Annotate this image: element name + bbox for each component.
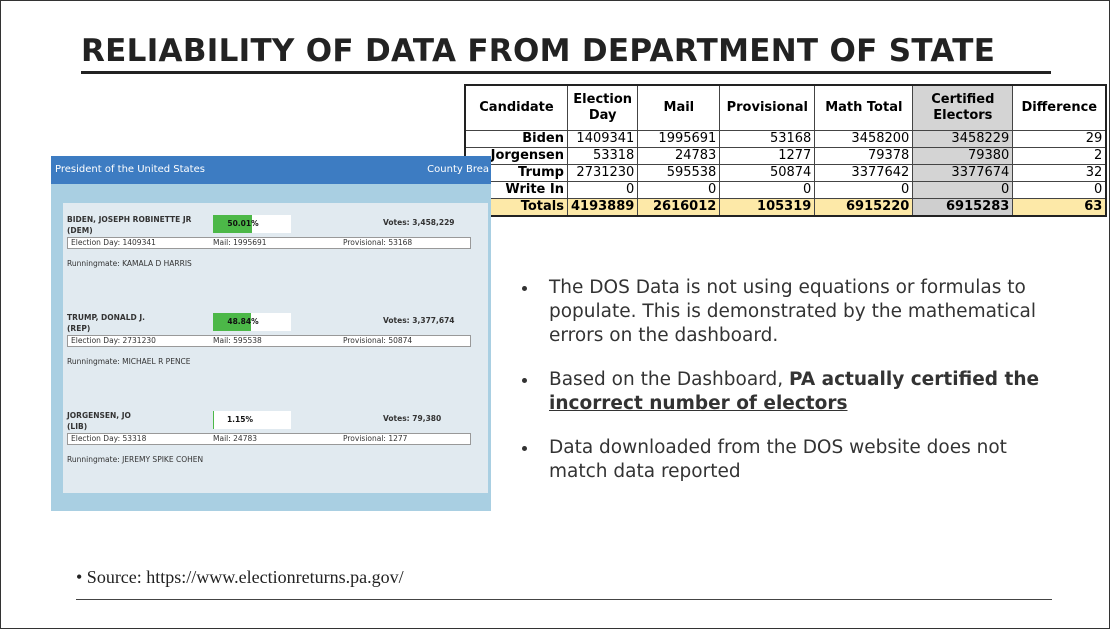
slide-title: RELIABILITY OF DATA FROM DEPARTMENT OF S… (81, 33, 1051, 74)
cell: 29 (1013, 131, 1107, 148)
percent-bar-track: 50.01% (213, 215, 291, 233)
cell: 50874 (720, 165, 815, 182)
cell: 3458229 (913, 131, 1013, 148)
percent-label: 50.01% (213, 219, 273, 228)
provisional: Provisional: 1277 (343, 434, 407, 443)
column-header: Mail (638, 85, 720, 131)
column-header: Election Day (568, 85, 638, 131)
percent-bar-track: 1.15% (213, 411, 291, 429)
bullet-bold: PA actually certified the (789, 369, 1039, 390)
cell: 105319 (720, 199, 815, 217)
cell: 6915283 (913, 199, 1013, 217)
cell: 2616012 (638, 199, 720, 217)
provisional: Provisional: 53168 (343, 238, 412, 247)
cell: 595538 (638, 165, 720, 182)
bullet: Data downloaded from the DOS website doe… (539, 436, 1051, 484)
cell: 0 (1013, 182, 1107, 199)
screenshot-header: President of the United States County Br… (51, 156, 491, 184)
column-header: Provisional (720, 85, 815, 131)
cell: 53168 (720, 131, 815, 148)
cell: 79378 (815, 148, 913, 165)
mail: Mail: 595538 (213, 336, 262, 345)
election-day: Election Day: 1409341 (71, 238, 156, 247)
cell: 1995691 (638, 131, 720, 148)
bullet-bold-underline: incorrect number of electors (549, 393, 848, 414)
cell: 0 (638, 182, 720, 199)
bullet: The DOS Data is not using equations or f… (539, 276, 1051, 348)
party: (DEM) (67, 226, 93, 235)
mail: Mail: 1995691 (213, 238, 267, 247)
slide: RELIABILITY OF DATA FROM DEPARTMENT OF S… (0, 0, 1110, 629)
cell: 32 (1013, 165, 1107, 182)
running-mate: Runningmate: JEREMY SPIKE COHEN (67, 455, 203, 464)
cell: 2 (1013, 148, 1107, 165)
mail: Mail: 24783 (213, 434, 257, 443)
party: (LIB) (67, 422, 87, 431)
candidate-name: TRUMP, DONALD J. (67, 313, 145, 322)
cell: 3377674 (913, 165, 1013, 182)
votes: Votes: 79,380 (383, 414, 441, 423)
percent-bar-track: 48.84% (213, 313, 291, 331)
candidate-name: JORGENSEN, JO (67, 411, 131, 420)
bullet: Based on the Dashboard, PA actually cert… (539, 368, 1051, 416)
divider (76, 599, 1052, 600)
percent-label: 48.84% (213, 317, 273, 326)
party: (REP) (67, 324, 90, 333)
cell: 6915220 (815, 199, 913, 217)
column-header: Certified Electors (913, 85, 1013, 131)
header-right: County Brea (427, 164, 489, 175)
results-panel: BIDEN, JOSEPH ROBINETTE JR (DEM) 50.01% Vot… (63, 203, 488, 493)
cell: 79380 (913, 148, 1013, 165)
cell: 0 (913, 182, 1013, 199)
column-header: Candidate (465, 85, 568, 131)
source: • Source: https://www.electionreturns.pa… (76, 567, 404, 588)
percent-label: 1.15% (213, 415, 253, 424)
votes: Votes: 3,458,229 (383, 218, 455, 227)
cell: 1409341 (568, 131, 638, 148)
column-header: Difference (1013, 85, 1107, 131)
cell: 0 (568, 182, 638, 199)
cell: 3377642 (815, 165, 913, 182)
election-day: Election Day: 53318 (71, 434, 146, 443)
election-day: Election Day: 2731230 (71, 336, 156, 345)
bullet-text: Based on the Dashboard, (549, 369, 789, 390)
candidate-name: BIDEN, JOSEPH ROBINETTE JR (67, 215, 191, 224)
running-mate: Runningmate: MICHAEL R PENCE (67, 357, 191, 366)
dashboard-screenshot: President of the United States County Br… (51, 156, 491, 511)
bullet-list: The DOS Data is not using equations or f… (521, 276, 1051, 504)
cell: 53318 (568, 148, 638, 165)
votes: Votes: 3,377,674 (383, 316, 455, 325)
header-left: President of the United States (55, 164, 205, 175)
cell: 2731230 (568, 165, 638, 182)
row-label: Biden (465, 131, 568, 148)
cell: 0 (815, 182, 913, 199)
cell: 0 (720, 182, 815, 199)
cell: 3458200 (815, 131, 913, 148)
column-header: Math Total (815, 85, 913, 131)
cell: 24783 (638, 148, 720, 165)
cell: 4193889 (568, 199, 638, 217)
provisional: Provisional: 50874 (343, 336, 412, 345)
cell: 63 (1013, 199, 1107, 217)
cell: 1277 (720, 148, 815, 165)
running-mate: Runningmate: KAMALA D HARRIS (67, 259, 192, 268)
